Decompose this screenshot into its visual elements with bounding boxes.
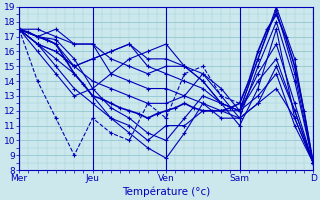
X-axis label: Température (°c): Température (°c) [122,186,210,197]
